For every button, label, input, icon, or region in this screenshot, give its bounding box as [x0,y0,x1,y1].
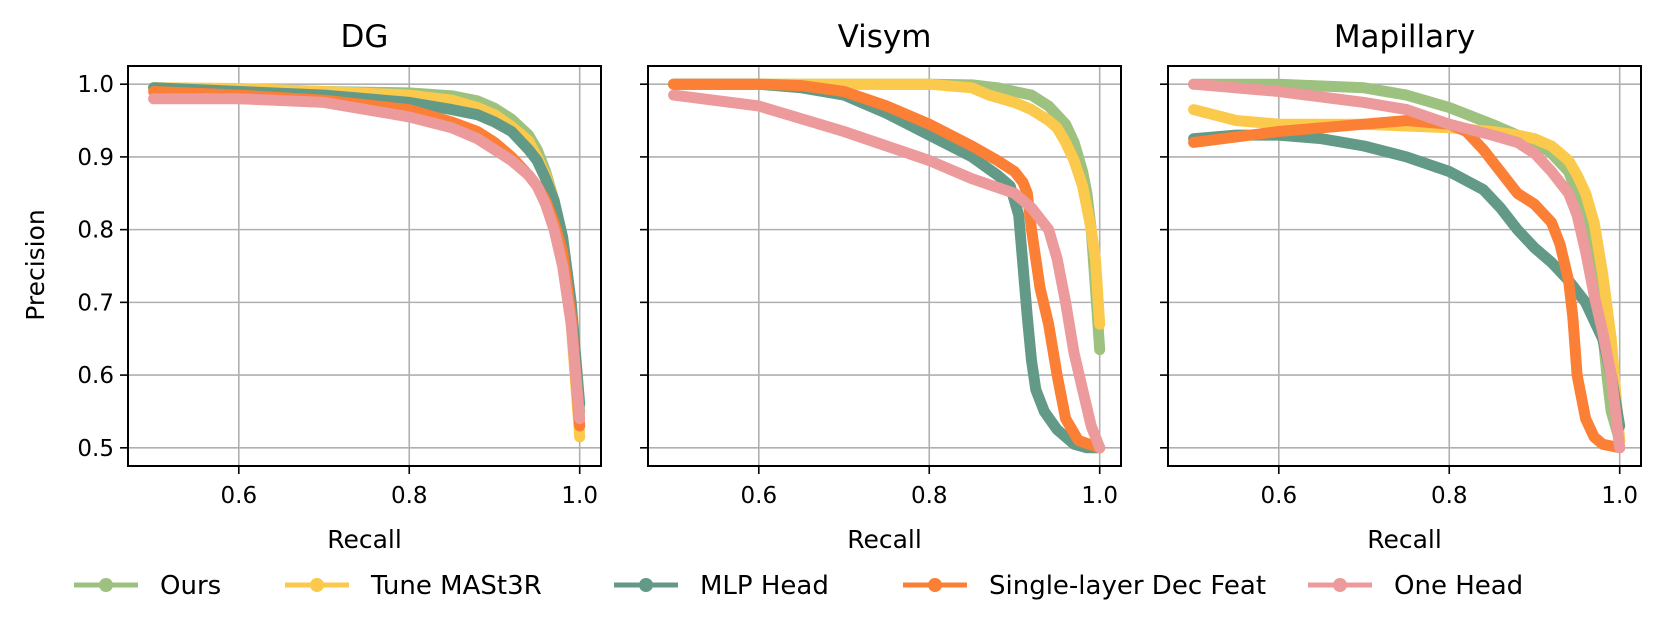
y-tick-label: 0.5 [77,436,114,462]
legend-marker [1333,578,1347,592]
legend-marker [639,578,653,592]
series-line-one-head [668,89,1106,454]
series-group [668,78,1106,454]
legend-item-ours: Ours [74,571,221,601]
legend-item-tune-mast3r: Tune MASt3R [285,571,542,601]
y-tick-label: 1.0 [77,72,114,98]
series-line-tune-mast3r [668,78,1106,330]
legend-label: MLP Head [700,571,829,601]
x-tick-label: 1.0 [1601,483,1638,509]
y-tick-label: 0.8 [77,218,114,244]
legend: Ours Tune MASt3R MLP Head Single-layer Dec … [74,571,1523,601]
x-tick-label: 0.6 [221,483,258,509]
plot-frame [127,65,602,467]
panel-title: Mapillary [1334,19,1475,55]
x-tick-label: 1.0 [561,483,598,509]
legend-label: Ours [160,571,221,601]
legend-marker [310,578,324,592]
series-group [1188,78,1626,454]
x-tick-label: 0.8 [1431,483,1468,509]
y-tick-label: 0.9 [77,145,114,171]
series-line-mlp-head [148,82,586,410]
legend-item-one-head: One Head [1308,571,1523,601]
x-tick-label: 0.6 [741,483,778,509]
legend-label: One Head [1394,571,1523,601]
series-line-single-layer-dec-feat [1188,115,1626,454]
panel-visym: 0.6 0.8 1.0 Recall Visym [640,19,1122,554]
legend-marker [928,578,942,592]
x-axis-label: Recall [1367,525,1442,554]
panel-title: Visym [838,19,932,55]
x-tick-label: 0.8 [911,483,948,509]
series-line-one-head [148,93,586,425]
y-tick-label: 0.6 [77,363,114,389]
legend-item-single-layer-dec-feat: Single-layer Dec Feat [903,571,1266,601]
panel-mapillary: 0.6 0.8 1.0 Recall Mapillary [1160,19,1642,554]
panel-title: DG [341,19,389,55]
series-line-one-head [1188,78,1626,454]
plot-frame [1167,65,1642,467]
x-tick-label: 0.6 [1261,483,1298,509]
x-axis-label: Recall [847,525,922,554]
y-tick-label: 0.7 [77,290,114,316]
x-axis-label: Recall [327,525,402,554]
legend-marker [99,578,113,592]
legend-item-mlp-head: MLP Head [614,571,829,601]
legend-label: Tune MASt3R [370,571,542,601]
x-tick-label: 0.8 [391,483,428,509]
legend-label: Single-layer Dec Feat [989,571,1266,601]
panel-dg: 0.6 0.8 1.0 0.5 0.6 0.7 0.8 0.9 1.0 Recall DG [77,19,602,554]
series-line-single-layer-dec-feat [668,78,1106,454]
series-group [148,82,586,443]
plot-frame [647,65,1122,467]
series-line-mlp-head [1188,129,1626,432]
y-axis-label: Precision [21,209,50,321]
x-tick-label: 1.0 [1081,483,1118,509]
